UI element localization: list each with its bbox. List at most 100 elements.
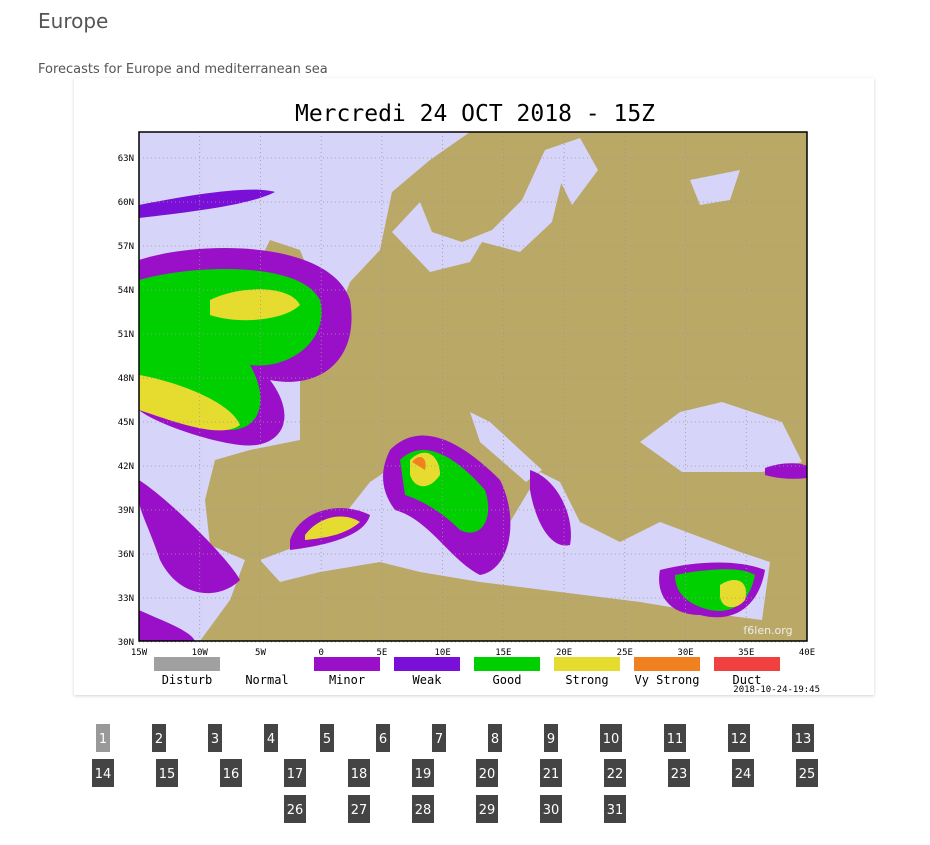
page-number[interactable]: 26 [287, 803, 304, 818]
page-number[interactable]: 22 [607, 767, 624, 782]
page-number[interactable]: 25 [799, 767, 816, 782]
map-title: Mercredi 24 OCT 2018 - 15Z [295, 101, 655, 127]
page-button-bg [348, 759, 370, 787]
page-button[interactable]: 4 [264, 724, 278, 752]
page-button-bg [348, 795, 370, 823]
page-number[interactable]: 5 [323, 732, 331, 747]
page-number[interactable]: 1 [99, 732, 107, 747]
page-button[interactable]: 10 [600, 724, 622, 752]
page-number[interactable]: 29 [479, 803, 496, 818]
lon-label: 15W [131, 648, 148, 658]
page-button-bg [604, 795, 626, 823]
page-button-bg [432, 724, 446, 752]
lat-label: 36N [118, 550, 134, 560]
legend-swatch [554, 657, 620, 671]
page-button[interactable]: 14 [92, 759, 114, 787]
page-button[interactable]: 9 [544, 724, 558, 752]
page-number[interactable]: 28 [415, 803, 432, 818]
legend-swatch [714, 657, 780, 671]
page-number[interactable]: 3 [211, 732, 219, 747]
page-number[interactable]: 15 [159, 767, 176, 782]
map: f6len.org [139, 132, 807, 641]
lat-label: 51N [118, 330, 134, 340]
page-button[interactable]: 3 [208, 724, 222, 752]
page-number[interactable]: 27 [351, 803, 368, 818]
page-number[interactable]: 14 [95, 767, 112, 782]
page-number[interactable]: 16 [223, 767, 240, 782]
page-button[interactable]: 16 [220, 759, 242, 787]
page-number[interactable]: 20 [479, 767, 496, 782]
page-button[interactable]: 23 [668, 759, 690, 787]
lon-label: 0 [318, 648, 323, 658]
page-button[interactable]: 21 [540, 759, 562, 787]
page-number[interactable]: 2 [155, 732, 163, 747]
legend-label: Good [493, 673, 522, 687]
page-number[interactable]: 6 [379, 732, 387, 747]
page-button[interactable]: 28 [412, 795, 434, 823]
page-number[interactable]: 10 [603, 732, 620, 747]
page-button[interactable]: 27 [348, 795, 370, 823]
lon-label: 10W [192, 648, 209, 658]
page-button[interactable]: 18 [348, 759, 370, 787]
sea [640, 402, 802, 472]
page-button[interactable]: 5 [320, 724, 334, 752]
page-button[interactable]: 7 [432, 724, 446, 752]
lat-label: 54N [118, 286, 134, 296]
page-button[interactable]: 20 [476, 759, 498, 787]
page-number[interactable]: 12 [731, 732, 748, 747]
propagation-area [530, 470, 571, 546]
page-number[interactable]: 21 [543, 767, 560, 782]
lat-label: 45N [118, 418, 134, 428]
page-button[interactable]: 12 [728, 724, 750, 752]
legend-label: Strong [565, 673, 608, 687]
page-button[interactable]: 25 [796, 759, 818, 787]
page-number[interactable]: 11 [667, 732, 684, 747]
lat-label: 48N [118, 374, 134, 384]
page-number[interactable]: 13 [795, 732, 812, 747]
page-title: Europe [38, 9, 108, 33]
page-number[interactable]: 17 [287, 767, 304, 782]
page-number[interactable]: 30 [543, 803, 560, 818]
lat-label: 60N [118, 198, 134, 208]
legend-label: Disturb [162, 673, 213, 687]
page-button[interactable]: 6 [376, 724, 390, 752]
page-button-bg [476, 759, 498, 787]
page-number[interactable]: 4 [267, 732, 275, 747]
page-button-bg [412, 759, 434, 787]
page-button[interactable]: 22 [604, 759, 626, 787]
page-number[interactable]: 23 [671, 767, 688, 782]
page-button-bg [92, 759, 114, 787]
page-button[interactable]: 29 [476, 795, 498, 823]
page-button-bg [156, 759, 178, 787]
page-button[interactable]: 8 [488, 724, 502, 752]
page-button-bg [540, 795, 562, 823]
page-number[interactable]: 31 [607, 803, 624, 818]
page-button[interactable]: 24 [732, 759, 754, 787]
lat-label: 39N [118, 506, 134, 516]
page-button-bg [732, 759, 754, 787]
page-button-bg [600, 724, 622, 752]
page-number[interactable]: 7 [435, 732, 443, 747]
page-button[interactable]: 17 [284, 759, 306, 787]
lon-label: 20E [556, 648, 572, 658]
page-button[interactable]: 15 [156, 759, 178, 787]
propagation-area [139, 289, 300, 431]
page-button-bg [220, 759, 242, 787]
page-number[interactable]: 19 [415, 767, 432, 782]
lat-label: 33N [118, 594, 134, 604]
lon-label: 15E [495, 648, 511, 658]
page-button[interactable]: 26 [284, 795, 306, 823]
page-number[interactable]: 18 [351, 767, 368, 782]
page-number[interactable]: 8 [491, 732, 499, 747]
page-button[interactable]: 1 [96, 724, 110, 752]
page-button[interactable]: 19 [412, 759, 434, 787]
watermark: f6len.org [743, 624, 792, 637]
page-button[interactable]: 13 [792, 724, 814, 752]
page-number[interactable]: 9 [547, 732, 555, 747]
sea [392, 150, 562, 272]
page-button[interactable]: 31 [604, 795, 626, 823]
page-button[interactable]: 2 [152, 724, 166, 752]
page-button[interactable]: 11 [664, 724, 686, 752]
page-number[interactable]: 24 [735, 767, 752, 782]
page-button[interactable]: 30 [540, 795, 562, 823]
